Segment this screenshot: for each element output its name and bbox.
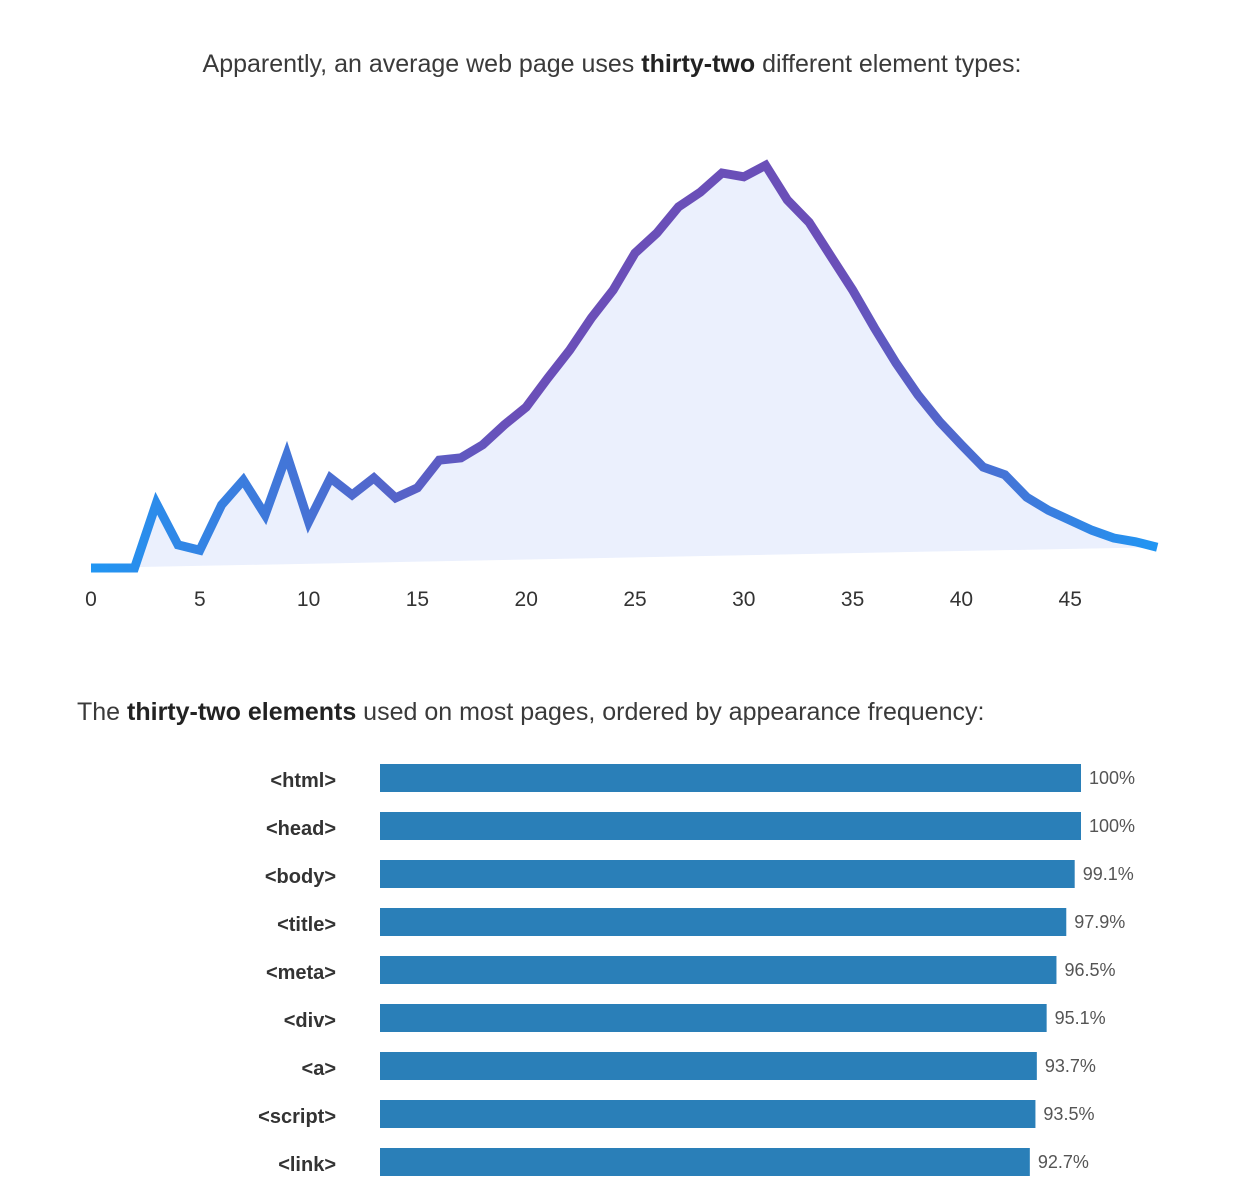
bar-value-label: 95.1% — [1055, 1008, 1106, 1028]
area-fill — [91, 165, 1158, 569]
x-tick-label: 15 — [406, 588, 429, 611]
bar-value-label: 100% — [1089, 816, 1135, 836]
x-tick-label: 0 — [85, 588, 97, 611]
x-tick-label: 5 — [194, 588, 206, 611]
heading-bold: thirty-two elements — [127, 698, 357, 726]
bar-category-label: <body> — [265, 866, 336, 888]
bar-value-label: 93.7% — [1045, 1056, 1096, 1076]
x-tick-label: 20 — [515, 588, 538, 611]
bar — [380, 1004, 1047, 1032]
bar-value-label: 93.5% — [1043, 1104, 1094, 1124]
bar-value-label: 99.1% — [1083, 864, 1134, 884]
distribution-line — [91, 159, 1159, 573]
heading-bold: thirty-two — [641, 50, 756, 78]
heading-text: different element types: — [755, 50, 1022, 78]
bar-category-label: <div> — [284, 1010, 336, 1032]
bar — [380, 860, 1075, 888]
bar-value-label: 96.5% — [1064, 960, 1115, 980]
x-tick-label: 45 — [1059, 588, 1082, 611]
heading-text: Apparently, an average web page uses — [202, 50, 642, 78]
bar — [380, 764, 1081, 792]
bar-category-label: <a> — [302, 1058, 336, 1080]
bar — [380, 1052, 1037, 1080]
bar — [380, 1100, 1036, 1128]
bar-value-label: 100% — [1089, 768, 1135, 788]
bar-value-label: 92.7% — [1038, 1152, 1089, 1172]
bar-value-label: 97.9% — [1074, 912, 1125, 932]
bar-category-label: <title> — [277, 914, 336, 936]
bar-category-label: <script> — [258, 1106, 336, 1128]
bar — [380, 908, 1067, 936]
bar-category-label: <html> — [270, 770, 336, 792]
x-tick-label: 35 — [841, 588, 864, 611]
x-tick-label: 30 — [732, 588, 755, 611]
distribution-heading: Apparently, an average web page uses thi… — [0, 50, 1224, 79]
x-tick-label: 25 — [623, 588, 646, 611]
frequency-heading: The thirty-two elements used on most pag… — [77, 698, 984, 727]
x-tick-label: 40 — [950, 588, 973, 611]
heading-text: The — [77, 698, 128, 726]
bar-category-label: <meta> — [266, 962, 336, 984]
heading-text: used on most pages, ordered by appearanc… — [356, 698, 985, 726]
x-tick-label: 10 — [297, 588, 320, 611]
element-count-distribution-chart: 0 5 10 15 20 25 30 35 40 45 — [85, 159, 1159, 611]
bar-category-label: <link> — [278, 1154, 336, 1176]
bar — [380, 812, 1081, 840]
bar — [380, 1148, 1030, 1176]
bar-category-label: <head> — [266, 818, 336, 840]
bar — [380, 956, 1057, 984]
